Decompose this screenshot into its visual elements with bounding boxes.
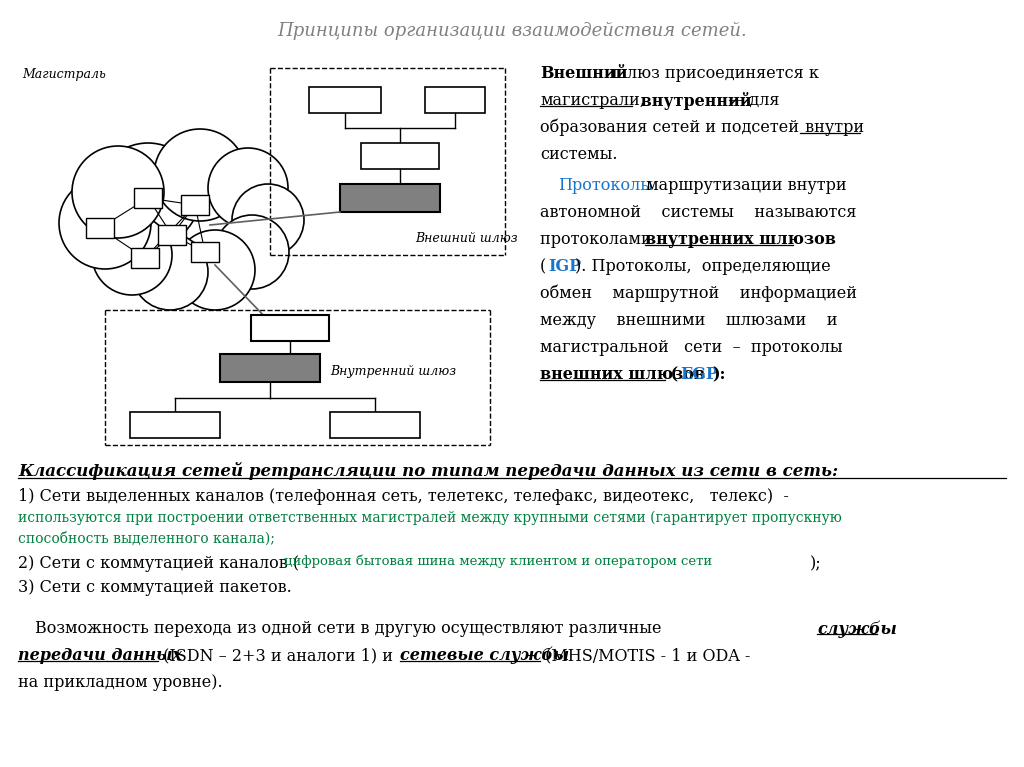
Text: 3) Сети с коммутацией пакетов.: 3) Сети с коммутацией пакетов. (18, 579, 292, 596)
Bar (220, 354, 319, 382)
Bar (158, 225, 186, 245)
Bar (330, 412, 420, 438)
Text: передачи данных: передачи данных (18, 647, 182, 664)
Bar (425, 87, 485, 113)
Text: Внешний: Внешний (540, 65, 628, 82)
Text: между    внешними    шлюзами    и: между внешними шлюзами и (540, 312, 838, 329)
Bar (191, 242, 219, 262)
Text: ):: ): (712, 366, 725, 383)
Text: обмен    маршрутной    информацией: обмен маршрутной информацией (540, 285, 857, 302)
Text: маршрутизации внутри: маршрутизации внутри (641, 177, 847, 194)
Text: Классификация сетей ретрансляции по типам передачи данных из сети в сеть:: Классификация сетей ретрансляции по типа… (18, 462, 838, 480)
Text: шлюз присоединяется к: шлюз присоединяется к (607, 65, 819, 82)
Text: ). Протоколы,  определяющие: ). Протоколы, определяющие (575, 258, 830, 275)
Bar (340, 184, 440, 212)
Circle shape (175, 230, 255, 310)
Text: магистрали,: магистрали, (540, 92, 645, 109)
Text: EGP: EGP (680, 366, 718, 383)
Text: магистральной   сети  –  протоколы: магистральной сети – протоколы (540, 339, 843, 356)
Bar (86, 218, 114, 238)
Text: внутренних шлюзов: внутренних шлюзов (645, 231, 836, 248)
Text: Внешний шлюз: Внешний шлюз (415, 232, 517, 245)
Circle shape (92, 215, 172, 295)
Text: 2) Сети с коммутацией каналов (: 2) Сети с коммутацией каналов ( (18, 555, 299, 572)
Text: Магистраль: Магистраль (22, 68, 105, 81)
Text: Возможность перехода из одной сети в другую осуществляют различные: Возможность перехода из одной сети в дру… (35, 620, 667, 637)
Text: внешних шлюзов: внешних шлюзов (540, 366, 705, 383)
Circle shape (215, 215, 289, 289)
Text: (ISDN – 2+3 и аналоги 1) и: (ISDN – 2+3 и аналоги 1) и (158, 647, 398, 664)
Text: службы: службы (817, 620, 897, 637)
Text: — для: — для (723, 92, 779, 109)
Text: (: ( (540, 258, 546, 275)
Text: автономной    системы    называются: автономной системы называются (540, 204, 856, 221)
Circle shape (72, 146, 164, 238)
Circle shape (96, 143, 200, 247)
Text: Внутренний шлюз: Внутренний шлюз (330, 365, 456, 378)
Text: 1) Сети выделенных каналов (телефонная сеть, телетекс, телефакс, видеотекс,   те: 1) Сети выделенных каналов (телефонная с… (18, 488, 788, 505)
Text: Принципы организации взаимодействия сетей.: Принципы организации взаимодействия сете… (278, 22, 746, 40)
Bar (361, 143, 439, 169)
Circle shape (59, 177, 151, 269)
Circle shape (132, 234, 208, 310)
Text: системы.: системы. (540, 146, 617, 163)
Text: IGP: IGP (548, 258, 582, 275)
Text: используются при построении ответственных магистралей между крупными сетями (гар: используются при построении ответственны… (18, 511, 842, 525)
Text: (MHS/MOTIS - 1 и ODA -: (MHS/MOTIS - 1 и ODA - (540, 647, 751, 664)
Text: внутренний: внутренний (635, 92, 752, 110)
Text: на прикладном уровне).: на прикладном уровне). (18, 674, 222, 691)
Text: способность выделенного канала);: способность выделенного канала); (18, 531, 274, 545)
Text: образования сетей и подсетей: образования сетей и подсетей (540, 119, 799, 137)
Text: протоколами: протоколами (540, 231, 662, 248)
Circle shape (232, 184, 304, 256)
Text: );: ); (810, 555, 821, 572)
Text: сетевые службы: сетевые службы (400, 647, 569, 664)
Text: (: ( (665, 366, 678, 383)
Text: внутри: внутри (800, 119, 864, 136)
Bar (181, 195, 209, 215)
Bar (131, 248, 159, 268)
Bar (309, 87, 381, 113)
Text: цифровая бытовая шина между клиентом и оператором сети: цифровая бытовая шина между клиентом и о… (284, 555, 712, 568)
Bar (251, 315, 329, 341)
Circle shape (208, 148, 288, 228)
Text: Протоколы: Протоколы (558, 177, 653, 194)
Circle shape (154, 129, 246, 221)
Bar (130, 412, 220, 438)
Bar (134, 188, 162, 208)
